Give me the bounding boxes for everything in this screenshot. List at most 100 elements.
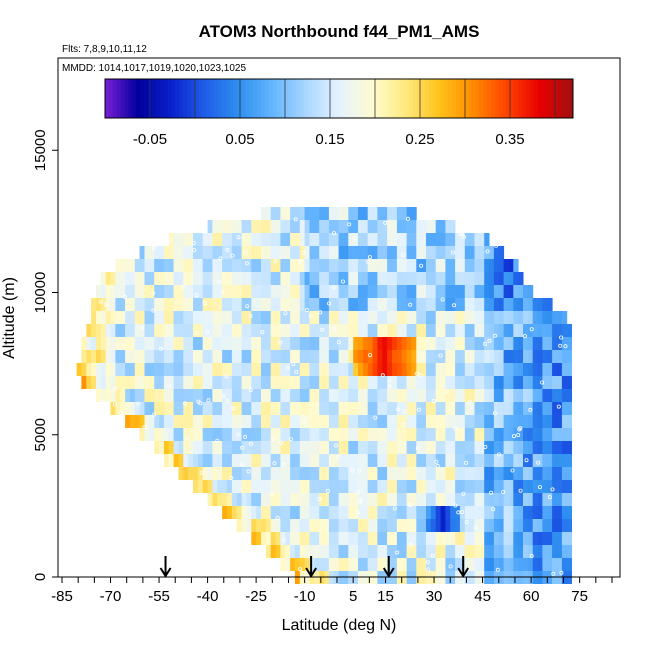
heat-cell — [333, 558, 340, 571]
heat-cell — [430, 532, 437, 545]
heat-cell — [426, 233, 432, 246]
heat-cell — [304, 246, 310, 259]
heat-cell — [333, 389, 340, 402]
heat-cell — [426, 415, 432, 428]
sample-point — [327, 301, 332, 306]
sample-point — [273, 259, 278, 264]
heat-cell — [290, 389, 296, 402]
heat-cell — [459, 415, 466, 428]
heat-cell — [445, 454, 451, 467]
colorbar-segment — [222, 79, 227, 118]
heat-cell — [294, 220, 301, 233]
heat-cell — [382, 298, 388, 311]
heat-cell — [246, 402, 252, 415]
colorbar-tick-label: 0.25 — [405, 131, 434, 148]
heat-cell — [261, 220, 267, 233]
sample-point — [167, 237, 172, 242]
heat-cell — [285, 220, 291, 233]
heat-cell — [426, 220, 432, 233]
heat-cell — [120, 402, 126, 415]
heat-cell — [348, 415, 354, 428]
heat-cell — [265, 415, 272, 428]
heat-cell — [406, 285, 412, 298]
heat-cell — [508, 259, 514, 272]
heat-cell — [513, 376, 519, 389]
heat-cell — [527, 480, 534, 493]
heat-cell — [416, 480, 422, 493]
heat-cell — [377, 311, 383, 324]
colorbar-segment — [112, 79, 118, 118]
heat-cell — [299, 467, 306, 480]
heat-cell — [450, 311, 456, 324]
heat-cell — [294, 428, 301, 441]
heat-cell — [193, 363, 199, 376]
heat-cell — [416, 376, 422, 389]
heat-cell — [401, 285, 407, 298]
sample-point — [440, 297, 445, 302]
heat-cell — [241, 402, 247, 415]
heat-cell — [406, 545, 412, 558]
heat-cell — [154, 337, 160, 350]
heat-cell — [159, 337, 165, 350]
heat-cell — [348, 311, 354, 324]
heat-cell — [202, 350, 208, 363]
sample-point — [152, 412, 157, 417]
heat-cell — [290, 441, 296, 454]
heat-cell — [91, 324, 97, 337]
heat-cell — [285, 272, 291, 285]
heat-cell — [367, 311, 373, 324]
heat-cell — [503, 519, 509, 532]
heat-cell — [484, 402, 490, 415]
heat-cell — [193, 415, 199, 428]
heat-cell — [304, 454, 310, 467]
heat-cell — [421, 467, 427, 480]
heat-cell — [459, 376, 466, 389]
heat-cell — [455, 311, 461, 324]
heat-cell — [430, 506, 437, 519]
heat-cell — [275, 363, 281, 376]
heat-cell — [566, 324, 572, 337]
heat-cell — [212, 337, 218, 350]
heat-cell — [372, 324, 378, 337]
heat-cell — [246, 428, 252, 441]
heat-cell — [324, 363, 330, 376]
heat-cell — [372, 454, 378, 467]
heat-cell — [430, 415, 437, 428]
heat-cell — [557, 350, 563, 363]
heat-cell — [358, 298, 364, 311]
heat-cell — [299, 259, 306, 272]
heat-cell — [411, 480, 417, 493]
heat-cell — [382, 272, 388, 285]
heat-cell — [557, 363, 563, 376]
heat-cell — [290, 298, 296, 311]
heat-cell — [430, 480, 437, 493]
heat-cell — [139, 376, 145, 389]
heat-cell — [231, 298, 238, 311]
heat-cell — [523, 545, 529, 558]
sample-point — [510, 468, 515, 473]
heat-cell — [401, 337, 407, 350]
heat-cell — [396, 493, 403, 506]
heat-cell — [270, 454, 276, 467]
heat-cell — [314, 415, 320, 428]
heat-cell — [304, 220, 310, 233]
heat-cell — [120, 363, 126, 376]
heat-cell — [411, 558, 417, 571]
heat-cell — [532, 324, 538, 337]
sample-point — [445, 389, 450, 394]
heat-cell — [464, 337, 471, 350]
heat-cell — [134, 285, 141, 298]
heat-cell — [304, 415, 310, 428]
heat-cell — [91, 298, 97, 311]
heat-cell — [324, 480, 330, 493]
heat-cell — [382, 441, 388, 454]
heat-cell — [222, 285, 228, 298]
heat-cell — [338, 376, 344, 389]
heat-cell — [508, 428, 514, 441]
heat-cell — [498, 467, 505, 480]
heat-cell — [430, 493, 437, 506]
heat-cell — [445, 350, 451, 363]
colorbar-segment — [175, 79, 180, 118]
heat-cell — [251, 233, 257, 246]
heat-cell — [285, 350, 291, 363]
